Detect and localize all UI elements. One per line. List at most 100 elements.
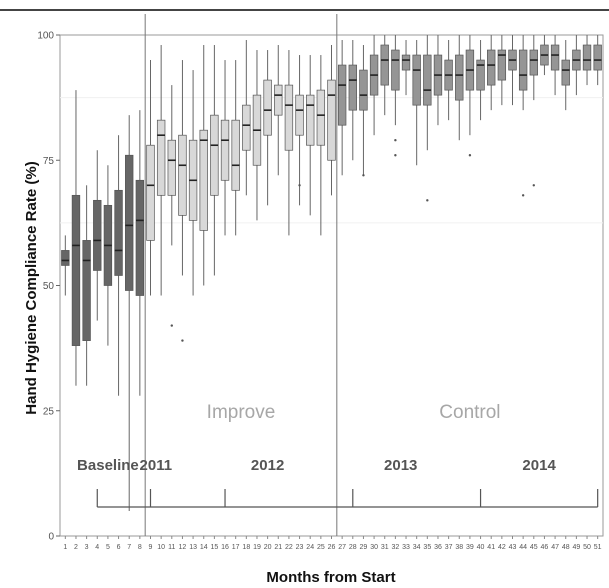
- box-iqr: [412, 54, 421, 106]
- x-tick-label-3: 3: [85, 544, 89, 551]
- box-month-1: [61, 235, 70, 296]
- box-month-5: [103, 165, 113, 346]
- outlier-point: [394, 154, 397, 157]
- box-month-51: [593, 35, 602, 86]
- outlier-point: [468, 154, 472, 157]
- x-tick-label-11: 11: [168, 544, 175, 551]
- outlier-point: [394, 139, 397, 142]
- x-tick-label-24: 24: [306, 544, 314, 551]
- box-month-41: [487, 35, 496, 111]
- box-month-2: [71, 90, 81, 386]
- box-month-29: [359, 45, 368, 177]
- year-label-2014: 2014: [522, 457, 556, 474]
- box-month-25: [316, 55, 326, 236]
- outlier-point: [170, 324, 173, 327]
- x-tick-label-14: 14: [200, 544, 208, 551]
- x-tick-label-32: 32: [391, 544, 399, 551]
- box-month-49: [572, 35, 581, 96]
- outlier-point: [426, 199, 429, 202]
- x-tick-label-41: 41: [487, 544, 495, 551]
- x-tick-label-13: 13: [189, 544, 197, 551]
- box-iqr: [210, 114, 219, 196]
- x-tick-label-33: 33: [402, 544, 410, 551]
- box-iqr: [359, 69, 368, 111]
- box-month-11: [167, 85, 176, 327]
- box-iqr: [295, 94, 304, 136]
- box-iqr: [71, 194, 81, 346]
- x-tick-label-23: 23: [296, 544, 304, 551]
- x-tick-label-9: 9: [149, 544, 153, 551]
- year-label-2011: 2011: [140, 457, 173, 474]
- x-tick-label-49: 49: [572, 544, 580, 551]
- x-tick-label-35: 35: [423, 544, 431, 551]
- box-month-42: [497, 35, 507, 106]
- y-tick-label-25: 25: [43, 406, 55, 417]
- box-iqr: [135, 179, 145, 296]
- x-tick-label-34: 34: [413, 544, 421, 551]
- x-tick-label-26: 26: [328, 544, 336, 551]
- box-iqr: [114, 189, 123, 276]
- box-iqr: [455, 54, 464, 101]
- box-month-26: [327, 45, 336, 196]
- box-month-31: [380, 35, 389, 116]
- outlier-point: [532, 184, 535, 187]
- box-iqr: [380, 44, 389, 86]
- box-month-37: [444, 40, 453, 121]
- box-iqr: [593, 44, 602, 71]
- box-month-12: [178, 60, 187, 342]
- y-tick-label-100: 100: [37, 31, 54, 42]
- box-iqr: [199, 129, 208, 231]
- x-tick-label-18: 18: [242, 544, 250, 551]
- x-tick-label-7: 7: [127, 544, 131, 551]
- x-tick-label-6: 6: [117, 544, 121, 551]
- box-month-17: [231, 60, 240, 236]
- x-tick-label-40: 40: [477, 544, 485, 551]
- box-month-10: [156, 45, 166, 296]
- box-iqr: [497, 49, 507, 81]
- x-tick-label-15: 15: [210, 544, 218, 551]
- box-iqr: [125, 154, 134, 291]
- y-tick-label-50: 50: [43, 281, 55, 292]
- year-label-2013: 2013: [384, 457, 417, 474]
- x-tick-label-1: 1: [63, 544, 67, 551]
- box-iqr: [156, 119, 166, 196]
- box-month-21: [274, 45, 283, 176]
- x-tick-label-30: 30: [370, 544, 378, 551]
- box-month-50: [582, 35, 592, 86]
- x-tick-label-10: 10: [157, 544, 165, 551]
- box-iqr: [348, 64, 357, 111]
- outlier-point: [181, 339, 184, 342]
- box-month-48: [561, 40, 570, 111]
- box-month-24: [306, 55, 315, 216]
- x-tick-label-17: 17: [232, 544, 240, 551]
- box-iqr: [582, 44, 592, 71]
- box-iqr: [529, 49, 538, 76]
- box-month-46: [540, 35, 549, 76]
- box-month-30: [369, 35, 379, 136]
- x-tick-label-48: 48: [562, 544, 570, 551]
- box-iqr: [146, 144, 155, 241]
- box-month-40: [476, 40, 485, 121]
- x-tick-label-45: 45: [530, 544, 538, 551]
- x-tick-label-46: 46: [541, 544, 549, 551]
- box-month-34: [412, 40, 421, 166]
- x-tick-label-47: 47: [551, 544, 559, 551]
- x-tick-label-28: 28: [349, 544, 357, 551]
- box-month-32: [391, 35, 400, 157]
- box-month-47: [550, 35, 560, 96]
- x-tick-label-38: 38: [455, 544, 463, 551]
- box-iqr: [82, 240, 91, 341]
- outlier-point: [362, 174, 365, 177]
- box-iqr: [327, 79, 336, 161]
- x-tick-label-20: 20: [264, 544, 272, 551]
- x-tick-label-42: 42: [498, 544, 506, 551]
- box-month-3: [82, 185, 91, 386]
- year-label-2012: 2012: [251, 457, 284, 474]
- x-tick-label-25: 25: [317, 544, 325, 551]
- x-tick-label-4: 4: [95, 544, 99, 551]
- box-month-6: [114, 135, 123, 396]
- box-month-22: [284, 50, 294, 236]
- x-tick-label-19: 19: [253, 544, 261, 551]
